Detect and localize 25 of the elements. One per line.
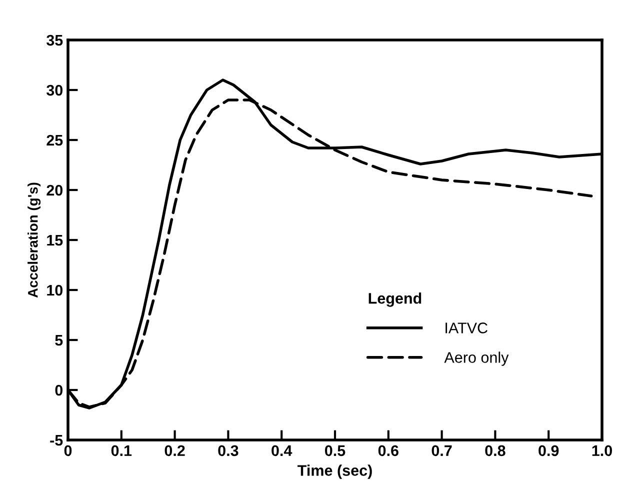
y-tick-label: 15 (47, 235, 63, 246)
y-axis-title: Acceleration (g's) (28, 182, 41, 298)
x-tick-label: 0.1 (111, 445, 132, 456)
y-tick-label: 10 (47, 284, 63, 296)
x-tick-label: 0.4 (272, 445, 292, 456)
x-tick-label: 0.3 (218, 445, 238, 456)
x-tick-label: 0 (64, 445, 72, 456)
legend-label: Aero only (444, 352, 509, 366)
x-tick-label: 0.7 (432, 445, 452, 456)
y-tick-label: 5 (55, 335, 63, 346)
x-tick-label: 0.9 (538, 445, 559, 456)
x-axis-title: Time (sec) (298, 464, 372, 479)
y-tick-label: 35 (46, 34, 63, 46)
y-tick-label: 25 (46, 134, 63, 146)
legend-label: IATVC (446, 322, 488, 334)
y-tick-label: 30 (46, 84, 63, 96)
y-tick-label: 0 (55, 384, 63, 396)
x-tick-label: 0.6 (378, 445, 398, 456)
x-tick-label: 1.0 (592, 445, 612, 456)
x-tick-label: 0.2 (164, 445, 185, 456)
y-tick-label: -5 (50, 435, 63, 446)
x-tick-label: 0.8 (485, 445, 506, 456)
y-tick-label: 20 (46, 184, 63, 196)
legend-title: Legend (368, 292, 422, 307)
x-tick-label: 0.5 (324, 445, 346, 456)
